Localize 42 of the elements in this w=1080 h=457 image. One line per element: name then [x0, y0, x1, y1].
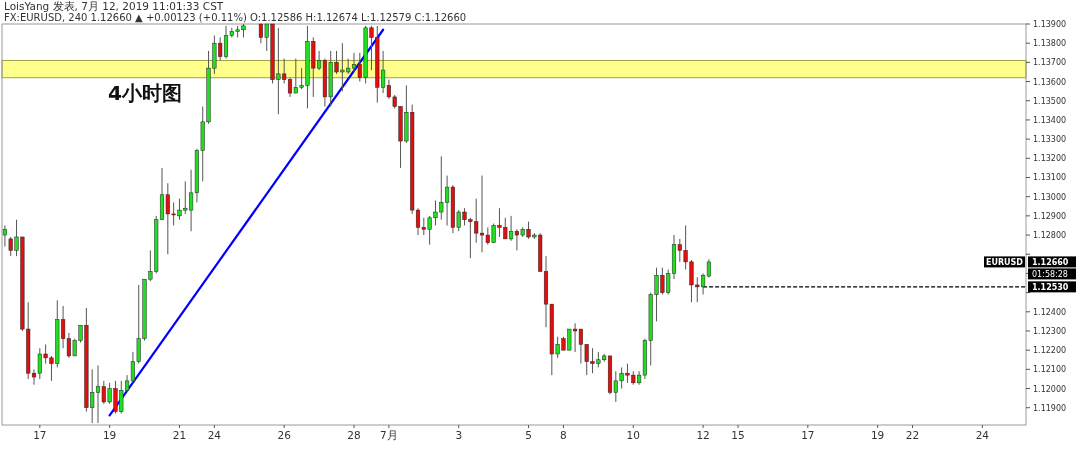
y-tick-label: 1.12300	[1033, 326, 1067, 336]
y-tick-label: 1.13200	[1033, 154, 1067, 164]
y-tick-label: 1.13600	[1033, 77, 1067, 87]
y-tick-label: 1.13000	[1033, 192, 1067, 202]
x-tick-label: 24	[975, 429, 990, 441]
y-tick-label: 1.13800	[1033, 39, 1067, 49]
x-tick-label: 5	[525, 429, 532, 441]
x-tick-label: 28	[347, 429, 361, 441]
y-tick-label: 1.12000	[1033, 384, 1067, 394]
x-tick-label: 3	[455, 429, 463, 441]
x-tick-label: 17	[33, 429, 47, 441]
y-tick-label: 1.11900	[1033, 403, 1067, 413]
y-tick-label: 1.13300	[1033, 135, 1067, 145]
x-tick-label: 17	[801, 429, 815, 441]
x-tick-label: 12	[696, 429, 710, 441]
y-tick-label: 1.12900	[1033, 211, 1067, 221]
y-tick-label: 1.12800	[1033, 231, 1067, 241]
annotation: EURUSD	[985, 257, 1024, 267]
text: LoisYang 发表, 7月 12, 2019 11:01:33 CST	[4, 0, 224, 12]
y-tick-label: 1.13700	[1033, 58, 1067, 68]
text: 01:58:28	[1032, 269, 1068, 279]
y-tick-label: 1.12200	[1033, 346, 1067, 356]
x-tick-label: 21	[172, 429, 187, 441]
x-tick-label: 24	[207, 429, 222, 441]
y-tick-label: 1.13400	[1033, 115, 1067, 125]
x-tick-label: 19	[870, 429, 885, 441]
y-tick-label: 1.13900	[1033, 20, 1067, 29]
text: 4小时图	[108, 81, 182, 105]
y-tick-label: 1.12100	[1033, 365, 1067, 375]
text: FX:EURUSD, 240 1.12660 ▲ +0.00123 (+0.11%) O:1.12586 H:1.12674 L:1.12579 C:1.12660	[4, 12, 467, 23]
x-tick-label: 7月	[380, 429, 398, 441]
x-tick-label: 8	[560, 429, 567, 441]
y-tick-label: 1.13500	[1033, 96, 1067, 106]
ref-line-label: 1.12530	[1032, 282, 1069, 292]
x-tick-label: 10	[626, 429, 640, 441]
x-tick-label: 19	[102, 429, 117, 441]
x-tick-label: 15	[731, 429, 745, 441]
y-tick-label: 1.12400	[1033, 307, 1067, 317]
y-tick-label: 1.13100	[1033, 173, 1067, 183]
x-tick-label: 26	[277, 429, 292, 441]
text: 1.12660	[1032, 257, 1069, 267]
x-tick-label: 22	[905, 429, 920, 441]
